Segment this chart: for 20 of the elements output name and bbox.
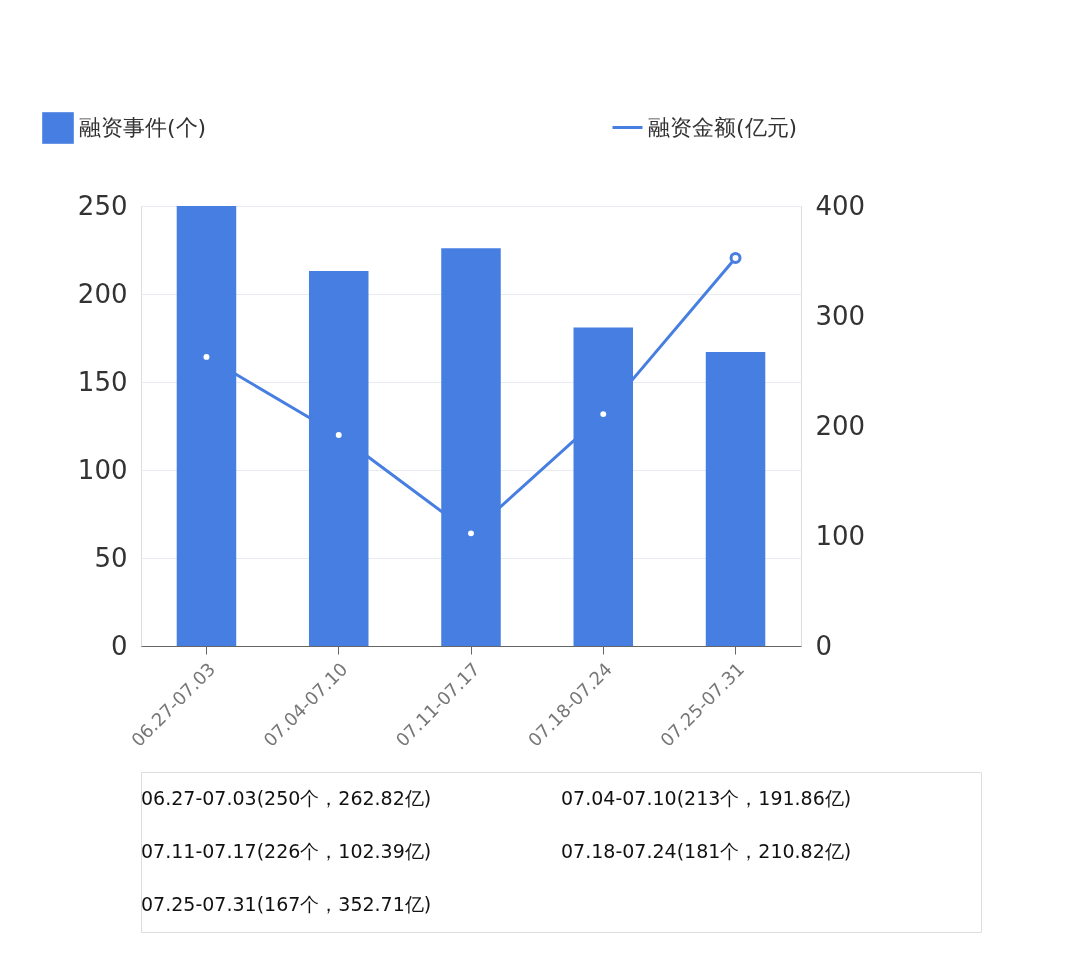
- y2-tick-label: 0: [815, 630, 833, 661]
- y-tick-label: 250: [77, 190, 128, 221]
- y-tick-label: 150: [77, 366, 128, 397]
- point: [729, 252, 742, 264]
- y2-tick-label: 400: [815, 190, 866, 221]
- y-tick-label: 200: [77, 278, 128, 309]
- y2-tick-label: 100: [815, 520, 866, 551]
- text: 06.27-07.03(250个，262.82亿): [141, 786, 432, 809]
- text: 07.25-07.31(167个，352.71亿): [141, 893, 432, 916]
- bar: [705, 352, 766, 646]
- text: 07.04-07.10(213个，191.86亿): [561, 786, 852, 809]
- y-tick-label: 50: [94, 542, 128, 573]
- y-tick-label: 100: [77, 454, 128, 485]
- legend-label: 融资金额(亿元): [648, 114, 798, 140]
- y2-tick-label: 300: [815, 300, 866, 331]
- y2-tick-label: 200: [815, 410, 866, 441]
- text: 07.18-07.24(181个，210.82亿): [561, 840, 852, 862]
- y-tick-label: 0: [110, 630, 128, 661]
- text: 07.11-07.17(226个，102.39亿): [141, 840, 432, 862]
- legend-label: 融资事件(个): [79, 115, 207, 140]
